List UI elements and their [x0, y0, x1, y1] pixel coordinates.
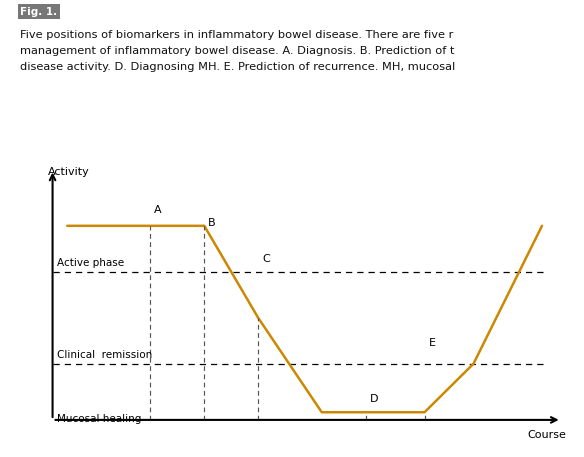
Text: A: A [154, 205, 162, 215]
Text: D: D [370, 394, 378, 404]
Text: Fig. 1.: Fig. 1. [20, 7, 58, 17]
Text: B: B [208, 218, 216, 228]
Text: Mucosal healing: Mucosal healing [57, 414, 142, 424]
Text: Five positions of biomarkers in inflammatory bowel disease. There are five r: Five positions of biomarkers in inflamma… [20, 30, 454, 40]
Text: Activity: Activity [48, 167, 89, 177]
Text: Active phase: Active phase [57, 258, 124, 268]
Text: E: E [429, 338, 436, 348]
Text: management of inflammatory bowel disease. A. Diagnosis. B. Prediction of t: management of inflammatory bowel disease… [20, 46, 455, 56]
Text: Course: Course [527, 430, 566, 440]
Text: disease activity. D. Diagnosing MH. E. Prediction of recurrence. MH, mucosal: disease activity. D. Diagnosing MH. E. P… [20, 62, 456, 72]
Text: Clinical  remission: Clinical remission [57, 350, 152, 360]
Text: C: C [262, 254, 270, 264]
